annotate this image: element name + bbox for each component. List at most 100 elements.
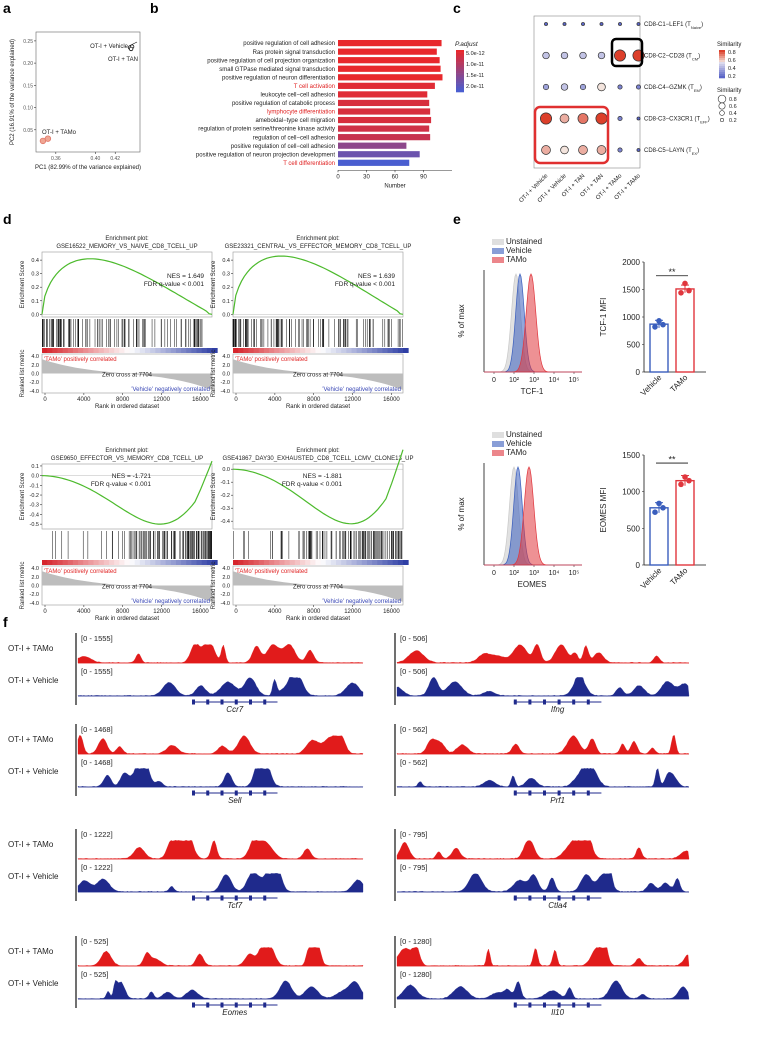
rank-gradient-step (299, 348, 306, 353)
panel-labels: a b c d e f (3, 0, 461, 630)
rank-gradient-step (93, 560, 100, 565)
gene-locus-prf1: [0 - 562] [0 - 562] Prf1 (394, 724, 690, 805)
track-label-vehicle: OT-I + Vehicle (8, 676, 59, 685)
rank-gradient-step (103, 348, 110, 353)
gene-model-exon (220, 895, 224, 901)
rank-gradient-step (72, 560, 79, 565)
track-range: [0 - 1280] (400, 970, 432, 979)
rank-gradient-step (114, 348, 120, 353)
ranked-metric-area (42, 571, 212, 602)
panel-b-go-bar-chart: positive regulation of cell adhesion Ras … (196, 40, 485, 189)
similarity-dot (614, 49, 626, 62)
similarity-dot (544, 22, 548, 26)
similarity-dot (595, 112, 608, 125)
bar (338, 151, 420, 158)
pos-correlated-label: 'TAMo' positively correlated (235, 357, 308, 363)
x-tick-label: 0.36 (51, 156, 61, 162)
legend-swatch (492, 441, 504, 447)
legend-color-step (719, 62, 725, 65)
row-label: CD8-C5−LAYN (TEX) (644, 148, 699, 156)
track-range: [0 - 1280] (400, 937, 432, 946)
ranked-metric-area (233, 359, 403, 390)
zero-cross-label: Zero cross at 7704 (293, 585, 344, 591)
es-y-tick: -0.1 (221, 480, 230, 486)
rank-gradient-step (181, 560, 187, 565)
rank-x-tick: 8000 (307, 397, 321, 403)
track-range: [0 - 525] (81, 970, 109, 979)
gene-model-exon (528, 895, 532, 901)
significance-stars: ** (668, 454, 676, 464)
es-y-tick: 0.0 (31, 474, 39, 480)
rank-gradient-step (170, 560, 177, 565)
rank-gradient-step (165, 560, 172, 565)
es-y-axis-label: Enrichment Score (211, 472, 217, 520)
rank-gradient-step (119, 560, 125, 565)
gene-model-exon (192, 790, 195, 796)
gsea-title-line2: GSE23321_CENTRAL_VS_EFFECTOR_MEMORY_CD8_… (225, 244, 412, 250)
gene-model-exon (543, 699, 546, 705)
bar (338, 48, 437, 55)
bar-y-tick: 500 (627, 341, 641, 350)
histogram-tamo (484, 273, 582, 373)
rank-y-tick: -4.0 (221, 389, 230, 395)
legend-color-step (456, 73, 464, 76)
panel-d-gsea-plots: Enrichment plot: GSE16522_MEMORY_VS_NAIVE… (20, 236, 413, 622)
bar-y-tick: 1000 (622, 488, 640, 497)
gene-locus-ctla4: [0 - 795] [0 - 795] Ctla4 (394, 829, 690, 910)
rank-gradient-step (98, 348, 105, 353)
gene-model-exon (572, 699, 576, 705)
rank-gradient-step (201, 560, 208, 565)
rank-gradient-step (243, 348, 249, 353)
gene-model-exon (206, 895, 210, 901)
panel-a-pca-scatter: 0.36 0.40 0.42 0.25 0.20 0.15 0.10 0.05 PC1 (82.… (10, 31, 141, 171)
rank-gradient-step (170, 348, 177, 353)
neg-correlated-label: 'Vehicle' negatively correlated (131, 599, 210, 605)
rank-gradient-step (279, 560, 286, 565)
bar (338, 91, 428, 98)
similarity-dot (617, 84, 623, 90)
highlight-box-cm (610, 37, 644, 68)
gene-name: Sell (228, 796, 242, 805)
rank-gradient-step (93, 348, 100, 353)
gene-model-exon (249, 790, 252, 796)
rank-gradient-step (114, 560, 120, 565)
rank-gradient-step (320, 560, 327, 565)
neg-correlated-label: 'Vehicle' negatively correlated (322, 599, 401, 605)
legend-color-step (719, 66, 725, 69)
es-y-tick: 0.3 (31, 272, 39, 278)
gene-name: Ccr7 (226, 705, 243, 714)
rank-y-tick: 4.0 (31, 566, 39, 572)
legend-color-step (456, 50, 464, 53)
gene-model-exon (557, 1002, 561, 1008)
gsea-title-line1: Enrichment plot: (296, 236, 340, 242)
bar (338, 116, 432, 124)
es-frame (232, 463, 404, 530)
hist-x-tick: 10⁴ (549, 570, 560, 577)
rank-gradient-step (212, 348, 218, 353)
x-axis-label: Rank in ordered dataset (286, 616, 350, 622)
gene-model-exon (557, 895, 561, 901)
row-label-subscript: EFF (700, 119, 708, 124)
neg-correlated-label: 'Vehicle' negatively correlated (322, 387, 401, 393)
bar-y-tick: 1500 (622, 451, 640, 460)
rank-gradient-step (397, 348, 404, 353)
similarity-dot (562, 22, 567, 26)
rank-gradient-step (289, 348, 296, 353)
track-range: [0 - 795] (400, 863, 428, 872)
rank-gradient-step (206, 560, 213, 565)
rank-x-tick: 4000 (268, 609, 282, 615)
rank-x-tick: 4000 (77, 397, 91, 403)
rank-gradient-step (129, 348, 136, 353)
bar-y-tick: 1000 (622, 313, 640, 322)
bar (338, 57, 440, 64)
x-tick-label: 0.42 (110, 156, 120, 162)
hist-x-tick: 10² (509, 377, 520, 384)
gene-model-exon (249, 895, 252, 901)
category-label: regulation of cell−cell adhesion (253, 135, 335, 141)
track-range: [0 - 1222] (81, 830, 113, 839)
rank-gradient-step (258, 348, 265, 353)
fdr-value: FDR q-value < 0.001 (335, 281, 396, 288)
x-tick-label: 30 (363, 174, 370, 180)
y-axis-label: PC2 (16.91% of the variance explained) (10, 39, 16, 145)
significance-stars: ** (668, 267, 676, 277)
